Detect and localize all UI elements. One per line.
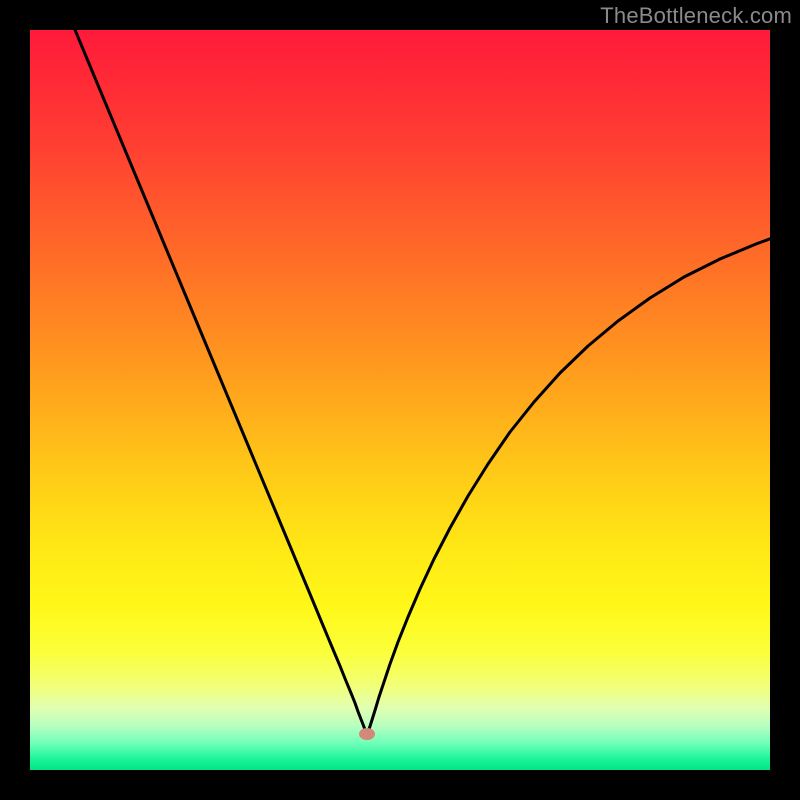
plot-area [30, 30, 770, 770]
bottleneck-curve [30, 30, 770, 770]
bottleneck-chart: TheBottleneck.com [0, 0, 800, 800]
optimum-marker [359, 728, 375, 740]
watermark-label: TheBottleneck.com [600, 3, 792, 29]
